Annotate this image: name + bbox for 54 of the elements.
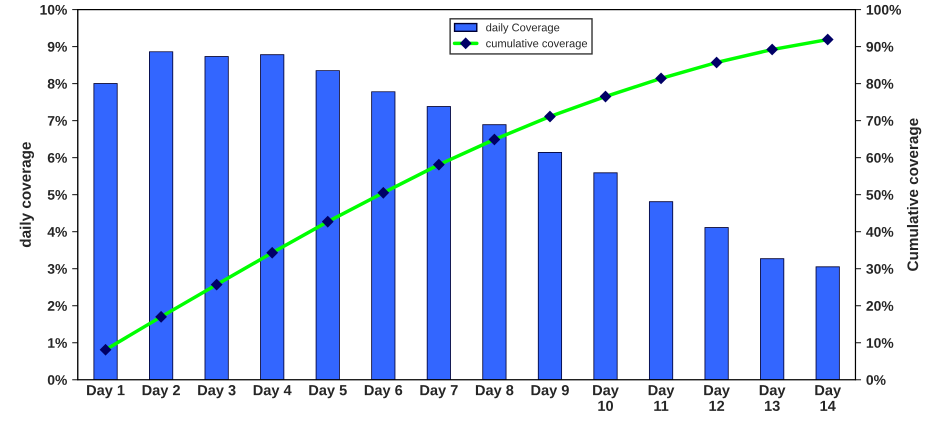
y2-tick-label: 40% — [866, 227, 894, 237]
y-tick-label: 10% — [40, 4, 67, 15]
bar — [204, 56, 229, 380]
bar — [93, 83, 118, 380]
x-tick-label: Day 6 — [364, 384, 402, 398]
y-tick-label: 0% — [48, 375, 67, 385]
bar — [648, 201, 674, 380]
bar — [816, 266, 840, 380]
bar — [704, 227, 729, 380]
y2-tick-label: 0% — [866, 375, 886, 385]
y-axis-title: daily coverage — [20, 142, 34, 248]
bar — [760, 258, 784, 380]
x-tick-label: Day 4 — [254, 385, 292, 398]
x-tick-label: Day 12 — [704, 385, 730, 411]
y2-tick-label: 80% — [866, 78, 894, 89]
x-tick-label: Day 7 — [420, 385, 458, 398]
y-tick-label: 7% — [48, 116, 67, 126]
bar — [426, 106, 451, 380]
y2-tick-label: 50% — [866, 190, 894, 200]
bar — [482, 124, 506, 380]
y-tick-label: 8% — [48, 78, 67, 89]
bar — [593, 172, 618, 380]
y-tick-label: 1% — [48, 338, 67, 348]
y-tick-label: 4% — [47, 227, 67, 237]
x-tick-label: Day 10 — [593, 385, 619, 412]
y-tick-label: 9% — [48, 42, 67, 52]
y-tick-label: 6% — [48, 152, 67, 163]
legend-label: cumulative coverage — [486, 39, 588, 50]
y2-tick-label: 10% — [866, 338, 894, 348]
y2-tick-label: 70% — [866, 116, 894, 126]
x-tick-label: Day 14 — [815, 385, 842, 411]
y2-tick-label: 60% — [866, 152, 894, 163]
y2-tick-label: 20% — [866, 301, 894, 311]
y2-tick-label: 90% — [866, 42, 894, 52]
bar — [371, 91, 396, 380]
y-tick-label: 3% — [48, 264, 67, 274]
x-tick-label: Day 13 — [760, 385, 786, 412]
x-tick-label: Day 11 — [648, 385, 674, 411]
x-tick-label: Day 3 — [198, 384, 236, 398]
y2-tick-label: 30% — [866, 264, 894, 274]
y-tick-label: 2% — [48, 301, 67, 311]
legend-label: daily Coverage — [486, 23, 560, 34]
x-tick-label: Day 2 — [142, 384, 180, 398]
bar — [538, 152, 562, 380]
bar — [316, 70, 340, 380]
y-tick-label: 5% — [48, 190, 67, 200]
x-tick-label: Day 1 — [87, 385, 125, 398]
y2-tick-label: 100% — [866, 4, 902, 15]
bar — [260, 54, 284, 380]
x-tick-label: Day 5 — [309, 385, 347, 398]
x-tick-label: Day 9 — [531, 384, 569, 398]
bar — [149, 51, 174, 380]
y2-axis-title: Cumulative coverage — [906, 118, 922, 271]
x-tick-label: Day 8 — [476, 384, 514, 398]
